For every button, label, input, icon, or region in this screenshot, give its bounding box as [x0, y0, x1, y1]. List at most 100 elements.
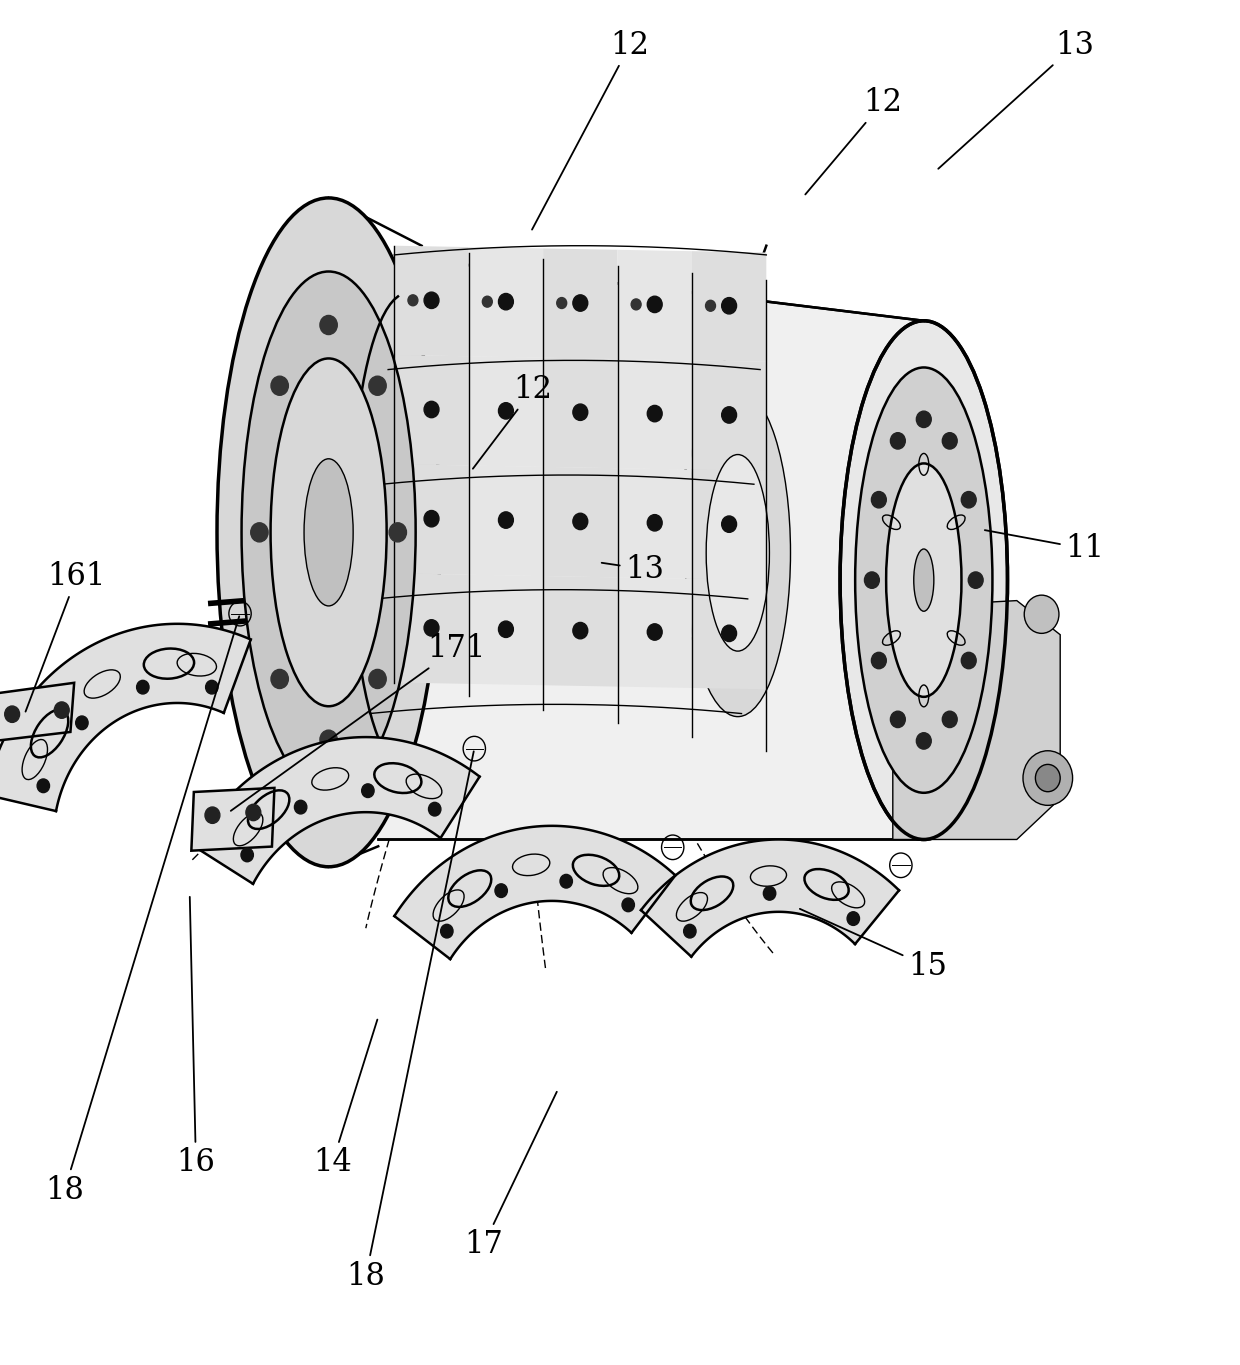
Circle shape — [368, 377, 386, 396]
Circle shape — [320, 730, 337, 749]
Circle shape — [647, 296, 662, 313]
Polygon shape — [0, 682, 74, 741]
Circle shape — [368, 669, 386, 688]
Circle shape — [557, 298, 567, 308]
Circle shape — [890, 711, 905, 728]
Circle shape — [440, 924, 453, 938]
Circle shape — [631, 299, 641, 310]
Text: 13: 13 — [601, 554, 665, 584]
Circle shape — [864, 572, 879, 588]
Circle shape — [916, 411, 931, 427]
Circle shape — [429, 803, 441, 816]
Polygon shape — [543, 358, 618, 468]
Text: 13: 13 — [939, 30, 1095, 169]
Polygon shape — [618, 577, 692, 688]
Ellipse shape — [684, 389, 791, 717]
Text: 16: 16 — [176, 897, 216, 1178]
Circle shape — [55, 702, 69, 718]
Circle shape — [498, 621, 513, 637]
Circle shape — [942, 711, 957, 728]
Circle shape — [890, 433, 905, 449]
Ellipse shape — [270, 359, 387, 706]
Circle shape — [482, 296, 492, 307]
Polygon shape — [394, 464, 469, 575]
Circle shape — [764, 886, 776, 900]
Text: 18: 18 — [346, 751, 474, 1291]
Ellipse shape — [887, 464, 961, 698]
Circle shape — [498, 512, 513, 528]
Polygon shape — [692, 360, 766, 471]
Circle shape — [241, 848, 253, 861]
Polygon shape — [893, 601, 1060, 839]
Circle shape — [706, 300, 715, 311]
Text: 171: 171 — [231, 633, 486, 811]
Text: 17: 17 — [464, 1092, 557, 1260]
Polygon shape — [193, 737, 480, 885]
Circle shape — [498, 403, 513, 419]
Circle shape — [1035, 764, 1060, 792]
Ellipse shape — [242, 272, 415, 793]
Polygon shape — [618, 250, 692, 360]
Text: 12: 12 — [472, 374, 553, 468]
Circle shape — [647, 405, 662, 422]
Circle shape — [622, 898, 635, 912]
Circle shape — [872, 652, 887, 669]
Polygon shape — [394, 826, 676, 960]
Circle shape — [424, 401, 439, 418]
Circle shape — [320, 315, 337, 334]
Circle shape — [424, 511, 439, 527]
Circle shape — [573, 404, 588, 420]
Circle shape — [722, 516, 737, 532]
Circle shape — [961, 652, 976, 669]
Circle shape — [37, 779, 50, 793]
Circle shape — [495, 883, 507, 897]
Circle shape — [498, 293, 513, 310]
Text: 12: 12 — [532, 30, 650, 229]
Polygon shape — [469, 575, 543, 685]
Circle shape — [272, 377, 289, 396]
Polygon shape — [543, 576, 618, 687]
Polygon shape — [0, 624, 250, 811]
Circle shape — [389, 523, 407, 542]
Polygon shape — [692, 470, 766, 580]
Polygon shape — [618, 359, 692, 470]
Polygon shape — [191, 788, 274, 850]
Circle shape — [573, 622, 588, 639]
Text: 14: 14 — [312, 1020, 377, 1178]
Polygon shape — [378, 259, 924, 839]
Circle shape — [250, 523, 268, 542]
Text: 12: 12 — [805, 87, 903, 194]
Circle shape — [1024, 595, 1059, 633]
Circle shape — [246, 804, 260, 820]
Circle shape — [362, 784, 374, 797]
Circle shape — [573, 513, 588, 530]
Circle shape — [205, 807, 219, 823]
Circle shape — [968, 572, 983, 588]
Ellipse shape — [914, 549, 934, 612]
Circle shape — [424, 292, 439, 308]
Ellipse shape — [304, 459, 353, 606]
Polygon shape — [469, 356, 543, 467]
Text: 161: 161 — [26, 561, 107, 711]
Text: 11: 11 — [985, 530, 1105, 564]
Circle shape — [272, 669, 289, 688]
Polygon shape — [543, 467, 618, 577]
Circle shape — [573, 295, 588, 311]
Ellipse shape — [217, 198, 440, 867]
Circle shape — [961, 491, 976, 508]
Circle shape — [683, 924, 696, 938]
Circle shape — [942, 433, 957, 449]
Circle shape — [294, 800, 306, 814]
Circle shape — [722, 298, 737, 314]
Circle shape — [647, 515, 662, 531]
Circle shape — [847, 912, 859, 925]
Polygon shape — [543, 248, 618, 359]
Text: 18: 18 — [45, 617, 239, 1205]
Circle shape — [722, 625, 737, 642]
Circle shape — [5, 706, 20, 722]
Polygon shape — [394, 573, 469, 684]
Polygon shape — [618, 468, 692, 579]
Circle shape — [916, 733, 931, 749]
Circle shape — [136, 680, 149, 693]
Circle shape — [560, 875, 573, 889]
